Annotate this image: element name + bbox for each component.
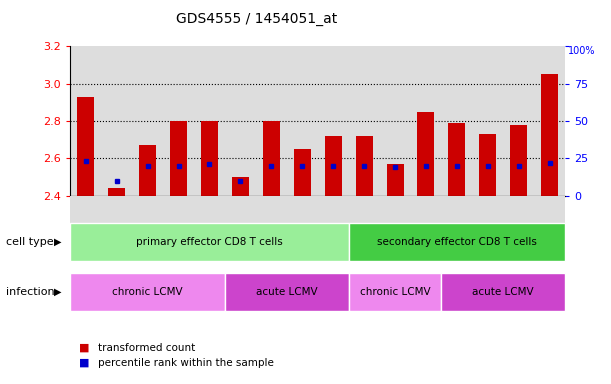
Text: acute LCMV: acute LCMV	[472, 287, 534, 297]
Bar	[201, 121, 218, 196]
Bar	[170, 121, 187, 196]
Bar	[232, 177, 249, 196]
Bar	[480, 134, 496, 196]
Bar	[263, 121, 280, 196]
Text: chronic LCMV: chronic LCMV	[112, 287, 183, 297]
Bar	[417, 112, 434, 196]
Text: ■: ■	[79, 358, 90, 368]
Text: secondary effector CD8 T cells: secondary effector CD8 T cells	[377, 237, 537, 247]
Bar	[324, 136, 342, 196]
Text: transformed count: transformed count	[98, 343, 195, 353]
Bar	[541, 74, 558, 196]
Text: GDS4555 / 1454051_at: GDS4555 / 1454051_at	[176, 12, 337, 25]
Text: infection: infection	[6, 287, 55, 297]
Bar	[294, 149, 311, 196]
Text: ■: ■	[79, 343, 90, 353]
Text: acute LCMV: acute LCMV	[256, 287, 318, 297]
Text: primary effector CD8 T cells: primary effector CD8 T cells	[136, 237, 283, 247]
Bar	[510, 125, 527, 196]
Text: chronic LCMV: chronic LCMV	[360, 287, 430, 297]
Bar	[356, 136, 373, 196]
Bar	[387, 164, 403, 196]
Text: percentile rank within the sample: percentile rank within the sample	[98, 358, 274, 368]
Text: 100%: 100%	[568, 46, 595, 56]
Bar	[139, 145, 156, 196]
Bar	[77, 97, 94, 196]
Text: cell type: cell type	[6, 237, 54, 247]
Text: ▶: ▶	[54, 237, 62, 247]
Bar	[108, 188, 125, 196]
Text: ▶: ▶	[54, 287, 62, 297]
Bar	[448, 123, 466, 196]
